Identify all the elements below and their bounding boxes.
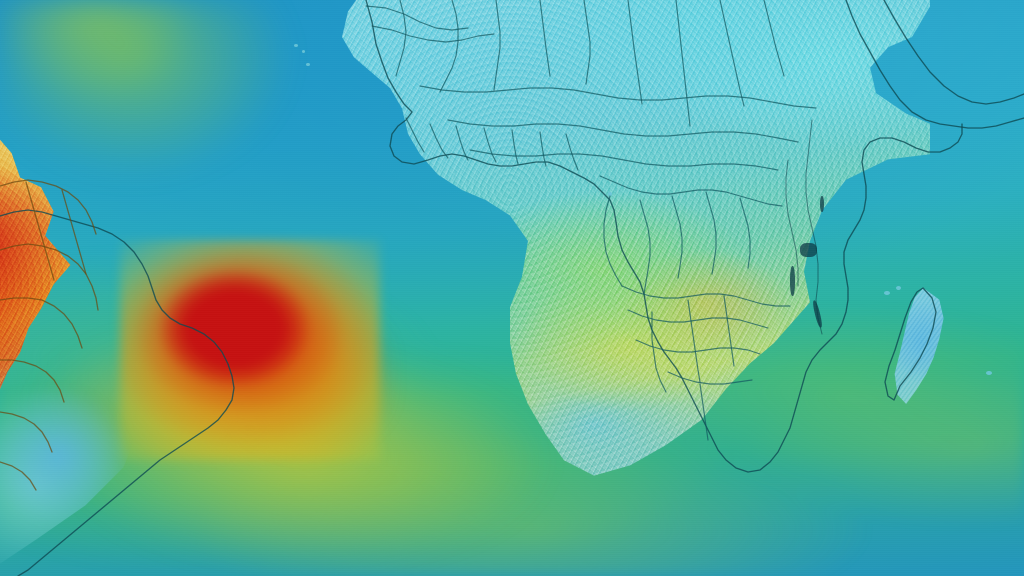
cape-verde-islet <box>306 63 310 66</box>
comoros-islet <box>896 286 901 290</box>
cape-verde-islet <box>302 50 305 53</box>
lake-turkana <box>820 196 824 212</box>
lake-tanganyika <box>790 266 795 296</box>
plume-core-hotspot <box>120 240 380 460</box>
gulf-of-guinea-islet <box>608 192 612 196</box>
comoros-islet <box>884 291 890 295</box>
cape-verde-islet <box>294 44 298 47</box>
mascarene-islet <box>986 371 992 375</box>
lake-victoria <box>800 243 817 257</box>
